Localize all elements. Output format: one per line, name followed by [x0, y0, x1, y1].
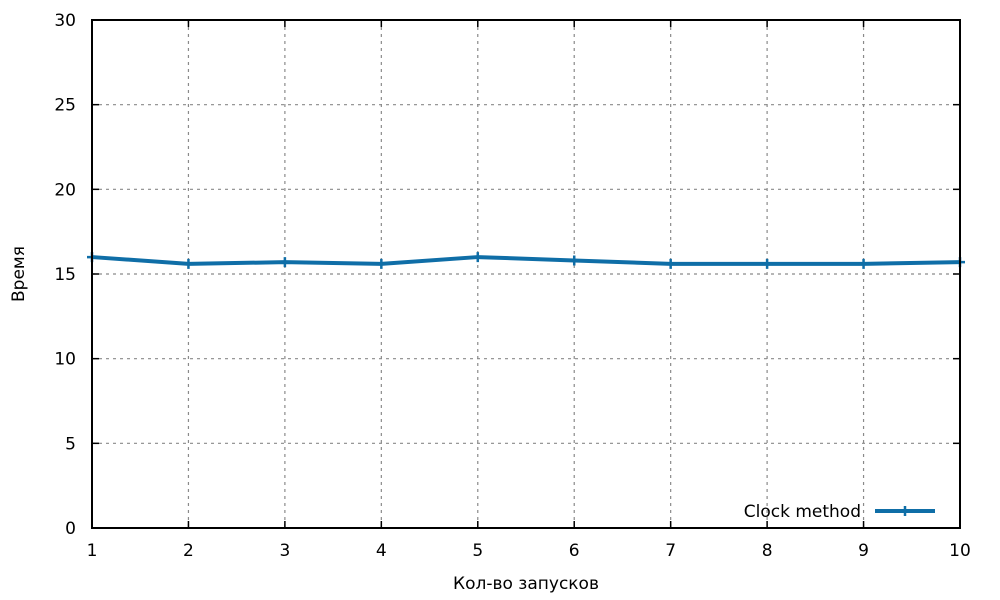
y-tick-label: 0 — [65, 519, 76, 539]
data-point-marker — [472, 252, 483, 263]
x-tick-label: 2 — [183, 541, 194, 561]
x-tick-label: 4 — [376, 541, 387, 561]
y-tick-label: 10 — [54, 350, 76, 370]
axis-ticks — [91, 19, 961, 529]
x-tick-label: 6 — [569, 541, 580, 561]
legend: Clock method — [744, 502, 935, 522]
x-tick-label: 3 — [279, 541, 290, 561]
data-point-marker — [183, 258, 194, 269]
legend-label-clock-method: Clock method — [744, 502, 861, 522]
y-axis-label: Время — [9, 246, 29, 302]
series-layer — [87, 252, 965, 269]
x-tick-label: 10 — [949, 541, 971, 561]
x-tick-label: 5 — [472, 541, 483, 561]
y-tick-label: 25 — [54, 96, 76, 116]
data-point-marker — [569, 255, 580, 266]
data-point-marker — [376, 258, 387, 269]
y-tick-label: 15 — [54, 265, 76, 285]
y-tick-label: 30 — [54, 11, 76, 31]
x-tick-label: 7 — [665, 541, 676, 561]
grid — [92, 20, 960, 528]
data-point-marker — [665, 258, 676, 269]
y-tick-label: 5 — [65, 434, 76, 454]
x-tick-label: 9 — [858, 541, 869, 561]
plot-frame — [91, 19, 961, 529]
x-axis-label: Кол-во запусков — [453, 574, 599, 594]
tick-labels: 1 2 3 4 5 6 7 8 9 10 0 5 10 15 20 25 30 — [54, 11, 970, 561]
data-point-marker — [279, 257, 290, 268]
data-point-marker — [762, 258, 773, 269]
legend-marker-clock-method — [900, 506, 910, 516]
data-point-marker — [858, 258, 869, 269]
y-tick-label: 20 — [54, 180, 76, 200]
x-tick-label: 8 — [762, 541, 773, 561]
series-line-clock-method — [91, 255, 961, 266]
x-tick-label: 1 — [87, 541, 98, 561]
